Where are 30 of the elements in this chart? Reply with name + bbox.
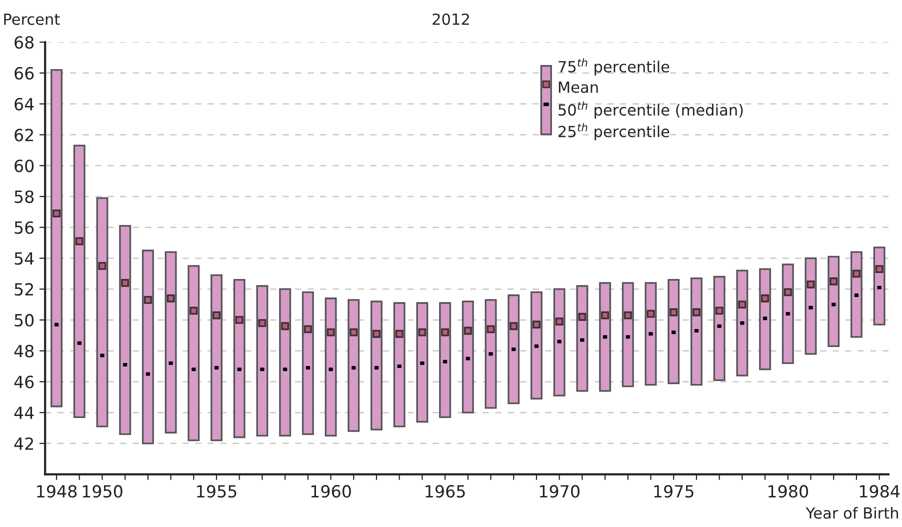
- y-tick-label: 48: [14, 344, 34, 358]
- x-tick-label: 1984: [860, 485, 900, 498]
- x-tick-label: 1950: [82, 485, 122, 498]
- x-tick-label: 1965: [426, 485, 465, 498]
- annotation: 50$^{th}$ percentile (median): [558, 102, 743, 119]
- y-tick-label: 46: [14, 376, 34, 388]
- y-tick-label: 54: [14, 252, 34, 265]
- x-tick-label: 1975: [654, 485, 694, 498]
- y-tick-label: 44: [14, 406, 34, 419]
- y-tick-label: 50: [14, 314, 34, 327]
- x-tick-label: 1980: [768, 485, 808, 498]
- annotation: 75$^{th}$ percentile: [558, 58, 670, 76]
- y-tick-label: 42: [14, 437, 34, 450]
- x-axis-title: Year of Birth: [806, 506, 898, 519]
- x-tick-label: 1955: [197, 485, 236, 498]
- y-tick-label: 62: [14, 128, 34, 142]
- y-tick-label: 60: [14, 160, 34, 172]
- y-tick-label: 68: [14, 36, 34, 49]
- y-axis-title: Percent: [4, 14, 60, 25]
- annotation: 25$^{th}$ percentile: [558, 123, 670, 140]
- y-tick-label: 64: [14, 98, 34, 110]
- y-tick-label: 52: [14, 283, 34, 296]
- x-tick-label: 1960: [311, 485, 351, 498]
- x-tick-label: 1970: [540, 485, 580, 498]
- chart-title: 2012: [432, 13, 469, 25]
- annotation: Mean: [558, 82, 598, 93]
- x-tick-label: 1948: [37, 485, 77, 498]
- y-tick-label: 66: [14, 66, 34, 80]
- y-tick-label: 56: [14, 221, 34, 234]
- y-tick-label: 58: [14, 190, 34, 204]
